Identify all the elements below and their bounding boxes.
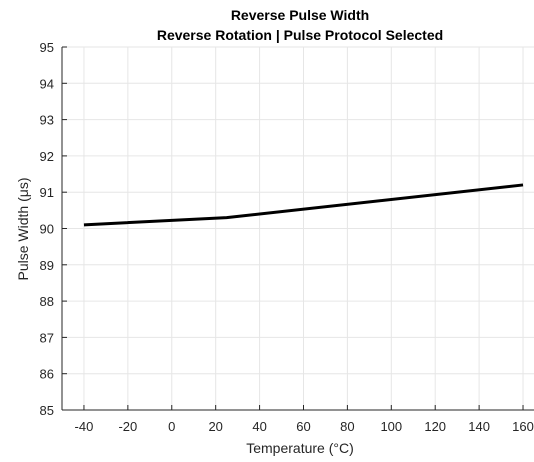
y-tick-label: 91 bbox=[40, 185, 54, 200]
y-tick-label: 88 bbox=[40, 294, 54, 309]
grid bbox=[62, 46, 534, 411]
x-tick-label: -40 bbox=[75, 419, 94, 434]
x-tick-label: -20 bbox=[118, 419, 137, 434]
axes bbox=[61, 46, 534, 411]
tick-labels: -40 -20 0 20 40 60 80 100 120 140 160 85 86 87 88 89 90 9… bbox=[40, 40, 534, 434]
x-axis-label: Temperature (°C) bbox=[246, 440, 354, 456]
y-tick-label: 85 bbox=[40, 403, 54, 418]
x-tick-label: 0 bbox=[168, 419, 175, 434]
y-tick-label: 89 bbox=[40, 258, 54, 273]
y-tick-label: 87 bbox=[40, 330, 54, 345]
x-tick-label: 20 bbox=[208, 419, 222, 434]
x-tick-label: 160 bbox=[512, 419, 534, 434]
y-tick-label: 90 bbox=[40, 222, 54, 237]
x-tick-label: 140 bbox=[468, 419, 490, 434]
x-tick-label: 40 bbox=[252, 419, 266, 434]
y-tick-label: 92 bbox=[40, 149, 54, 164]
x-tick-label: 80 bbox=[340, 419, 354, 434]
y-tick-label: 94 bbox=[40, 76, 54, 91]
y-axis-label: Pulse Width (μs) bbox=[15, 178, 31, 281]
x-tick-label: 120 bbox=[424, 419, 446, 434]
y-tick-label: 86 bbox=[40, 367, 54, 382]
series-line bbox=[83, 183, 524, 227]
x-tick-label: 100 bbox=[380, 419, 402, 434]
y-tick-label: 93 bbox=[40, 113, 54, 128]
chart-title: Reverse Pulse Width bbox=[231, 7, 369, 23]
chart-subtitle: Reverse Rotation | Pulse Protocol Select… bbox=[157, 27, 443, 43]
series-layer bbox=[83, 183, 524, 227]
x-tick-label: 60 bbox=[296, 419, 310, 434]
y-tick-label: 95 bbox=[40, 40, 54, 55]
